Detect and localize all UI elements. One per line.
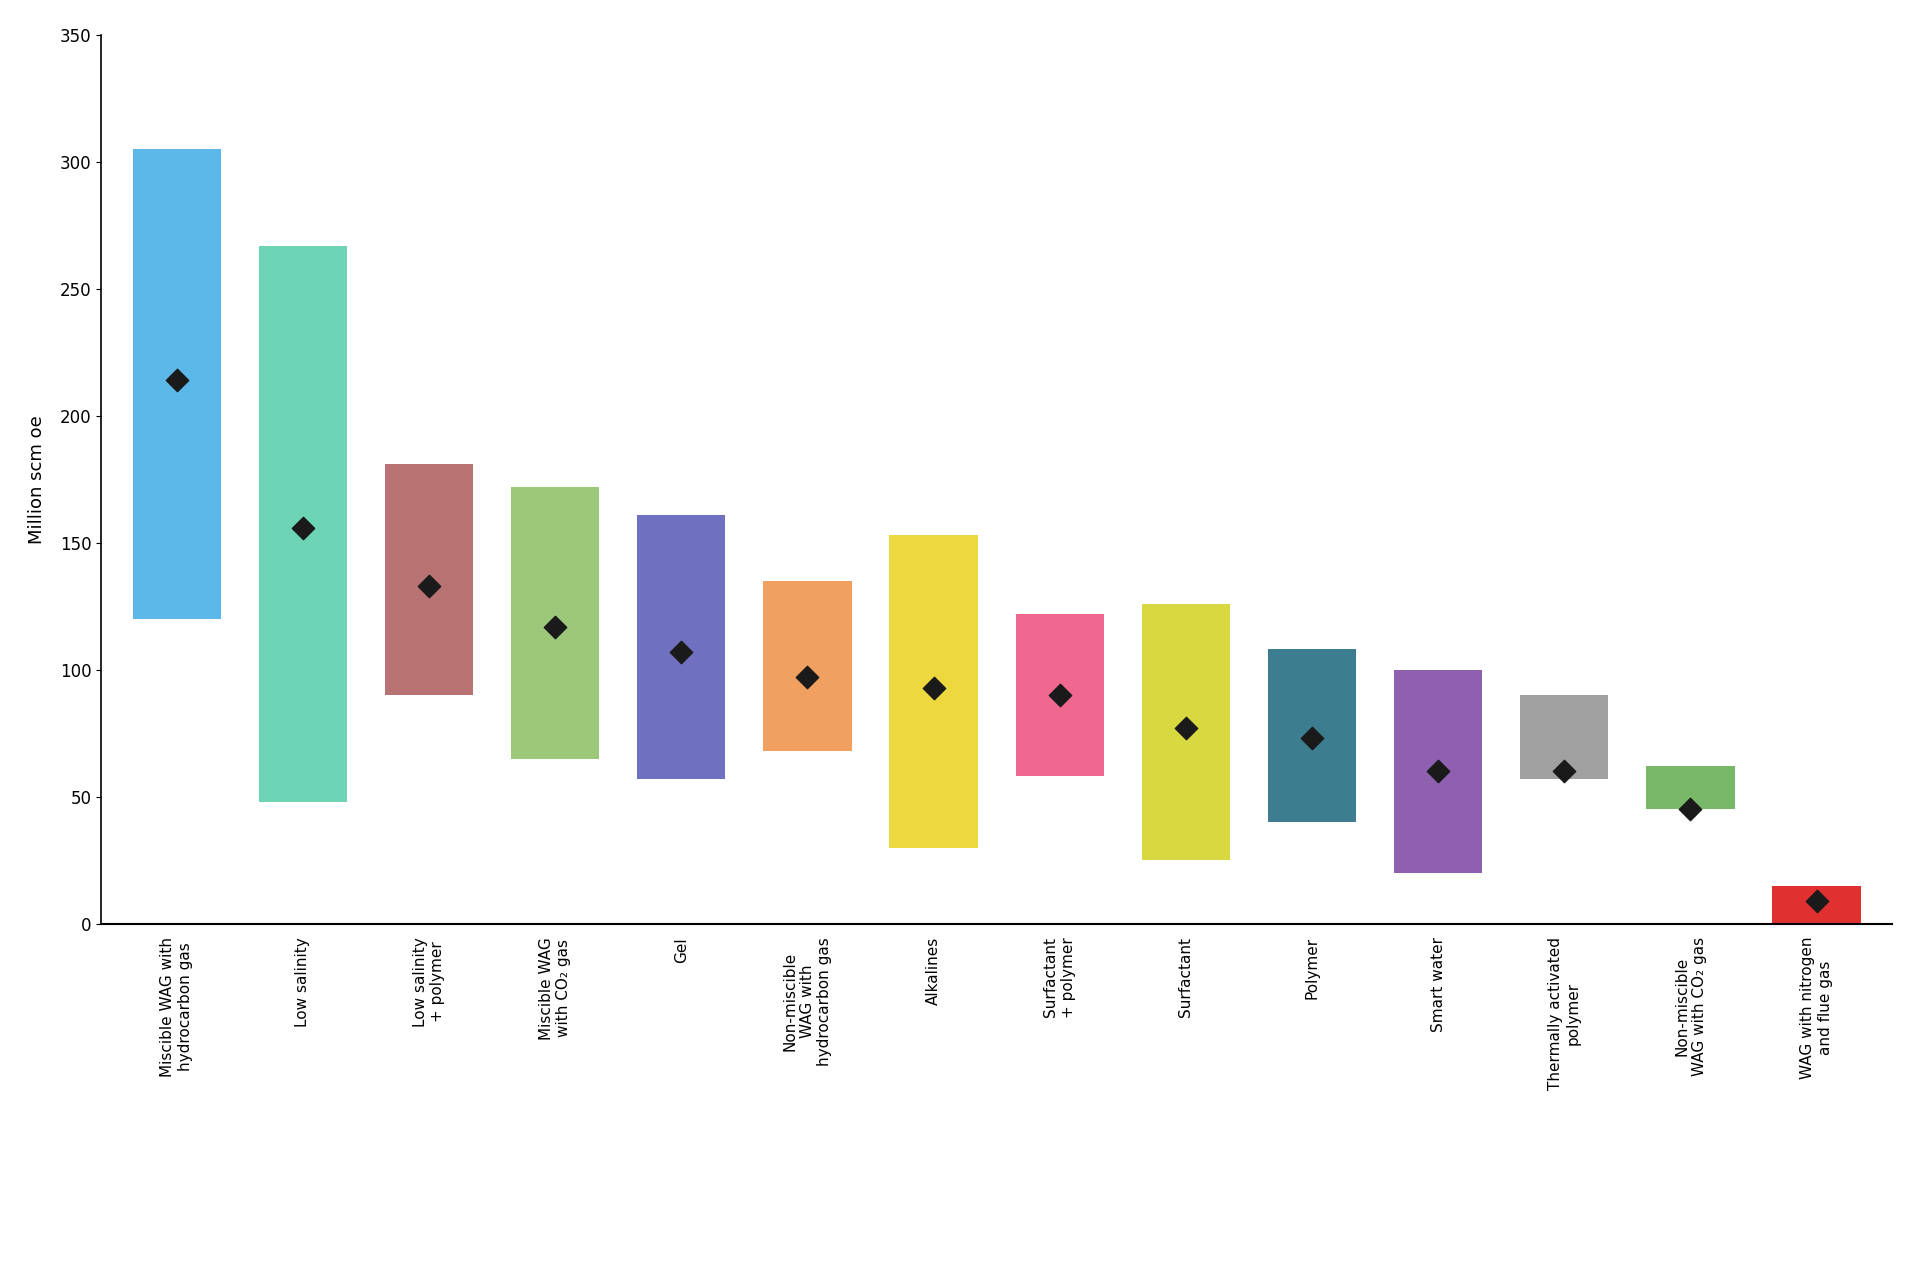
Point — [413, 576, 444, 597]
Bar — [637, 514, 726, 779]
Point — [161, 370, 192, 390]
Bar — [511, 486, 599, 758]
Bar — [1267, 649, 1356, 822]
Point — [1801, 890, 1832, 911]
Point — [1674, 799, 1705, 820]
Bar — [1016, 613, 1104, 776]
Point — [1171, 718, 1202, 739]
Bar — [384, 464, 472, 695]
Point — [666, 642, 697, 662]
Point — [1044, 685, 1075, 706]
Bar — [764, 581, 852, 751]
Bar — [132, 149, 221, 618]
Bar — [889, 535, 977, 848]
Point — [1423, 761, 1453, 781]
Bar — [1142, 604, 1231, 861]
Bar — [1645, 766, 1734, 810]
Point — [540, 616, 570, 636]
Point — [1296, 727, 1327, 748]
Y-axis label: Million scm oe: Million scm oe — [27, 414, 46, 544]
Bar — [1521, 695, 1609, 779]
Bar — [1394, 670, 1482, 872]
Point — [288, 517, 319, 538]
Bar — [259, 245, 348, 802]
Point — [918, 677, 948, 698]
Point — [793, 667, 824, 688]
Bar — [1772, 885, 1860, 924]
Point — [1549, 761, 1580, 781]
